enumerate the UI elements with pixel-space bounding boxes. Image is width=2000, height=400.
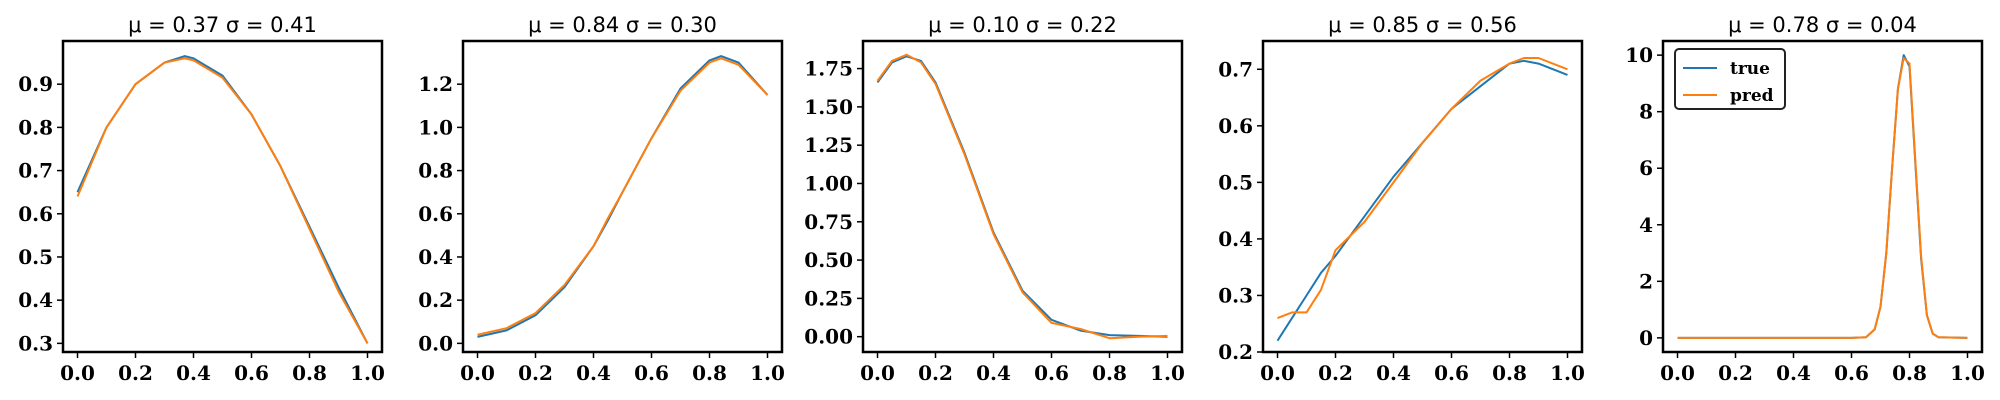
y-tick-label: 1.0 [418, 115, 453, 139]
series-line-pred [1277, 57, 1568, 320]
x-tick-label: 0.4 [576, 361, 611, 385]
x-tick-label: 0.2 [1718, 361, 1753, 385]
y-tick-label: 0.6 [418, 202, 453, 226]
series-line-true [1276, 59, 1568, 342]
plot-frame [461, 39, 784, 354]
y-tick-label: 8 [1639, 100, 1653, 124]
y-tick-label: 0.8 [18, 115, 53, 139]
x-tick-label: 0.6 [634, 361, 669, 385]
y-tick-label: 0.2 [418, 288, 453, 312]
x-tick-label: 0.0 [60, 361, 95, 385]
y-tick-label: 6 [1639, 156, 1653, 180]
plot-frame [861, 39, 1184, 354]
y-tick-label: 0.6 [18, 202, 53, 226]
legend: true pred [1674, 48, 1786, 110]
legend-label: true [1730, 59, 1770, 79]
plot-frame [61, 39, 384, 354]
x-tick-label: 0.0 [1260, 361, 1295, 385]
x-tick-label: 0.4 [176, 361, 211, 385]
chart-title: μ = 0.84 σ = 0.30 [528, 13, 717, 37]
series-line-true [876, 55, 1168, 338]
y-tick-label: 0.5 [18, 245, 53, 269]
y-tick-label: 0.4 [18, 288, 53, 312]
x-tick-label: 0.2 [1318, 361, 1353, 385]
x-tick-label: 0.6 [234, 361, 269, 385]
x-tick-label: 0.4 [976, 361, 1011, 385]
plot-frame [1661, 39, 1984, 354]
series-line-pred [876, 53, 1168, 340]
y-tick-label: 1.75 [804, 57, 853, 81]
x-tick-label: 0.6 [1434, 361, 1469, 385]
x-tick-label: 0.4 [1376, 361, 1411, 385]
y-tick-label: 0.4 [418, 245, 453, 269]
y-tick-label: 0.9 [18, 72, 53, 96]
y-tick-label: 1.2 [418, 72, 453, 96]
x-tick-label: 0.2 [518, 361, 553, 385]
x-tick-label: 0.8 [1492, 361, 1527, 385]
chart-panel-1: μ = 0.37 σ = 0.41 0.0 0.2 0.4 0.6 0.8 1.0 0.3 0.… [18, 13, 385, 385]
chart-panel-4: μ = 0.85 σ = 0.56 0.0 0.2 0.4 0.6 0.8 1.0 0.2 0.… [1218, 13, 1585, 385]
y-tick-label: 0.75 [804, 210, 853, 234]
y-tick-label: 0.3 [1218, 283, 1253, 307]
series-line-pred [76, 57, 369, 344]
series-line-pred [477, 57, 769, 336]
y-tick-label: 0.50 [804, 248, 853, 272]
y-tick-label: 0.8 [418, 159, 453, 183]
x-tick-label: 0.6 [1834, 361, 1869, 385]
y-tick-label: 0.2 [1218, 340, 1253, 364]
x-tick-label: 1.0 [1550, 361, 1585, 385]
chart-panel-5: μ = 0.78 σ = 0.04 0.0 0.2 0.4 0.6 0.8 1.0 0 2 4 6 8… [1625, 13, 1985, 385]
y-tick-label: 0.00 [804, 325, 853, 349]
plot-frame [1261, 39, 1584, 354]
x-tick-label: 0.8 [1892, 361, 1927, 385]
y-tick-label: 4 [1639, 213, 1653, 237]
x-tick-label: 1.0 [350, 361, 385, 385]
y-tick-label: 1.00 [804, 171, 853, 195]
x-tick-label: 0.6 [1034, 361, 1069, 385]
y-tick-label: 0.6 [1218, 114, 1253, 138]
x-tick-label: 0.0 [1660, 361, 1695, 385]
y-tick-label: 1.50 [804, 95, 853, 119]
chart-title: μ = 0.37 σ = 0.41 [128, 13, 317, 37]
chart-panel-2: μ = 0.84 σ = 0.30 0.0 0.2 0.4 0.6 0.8 1.0 0.0 0.… [418, 13, 785, 385]
y-tick-label: 0.4 [1218, 227, 1253, 251]
x-tick-label: 0.0 [860, 361, 895, 385]
y-tick-label: 10 [1625, 43, 1653, 67]
y-tick-label: 0.7 [18, 159, 53, 183]
x-tick-label: 1.0 [750, 361, 785, 385]
series-line-true [477, 55, 769, 338]
chart-title: μ = 0.78 σ = 0.04 [1728, 13, 1917, 37]
y-tick-label: 1.25 [804, 133, 853, 157]
y-tick-label: 0.5 [1218, 170, 1253, 194]
x-tick-label: 1.0 [1950, 361, 1985, 385]
x-tick-label: 1.0 [1150, 361, 1185, 385]
y-tick-label: 0.25 [804, 286, 853, 310]
y-tick-label: 0 [1639, 326, 1653, 350]
y-tick-label: 0.7 [1218, 57, 1253, 81]
legend-label: pred [1730, 86, 1774, 106]
series-line-true [76, 55, 369, 344]
x-tick-label: 0.0 [460, 361, 495, 385]
series-line-pred [1677, 57, 1968, 339]
x-tick-label: 0.8 [1092, 361, 1127, 385]
chart-title: μ = 0.85 σ = 0.56 [1328, 13, 1517, 37]
chart-panel-3: μ = 0.10 σ = 0.22 0.0 0.2 0.4 0.6 0.8 1.0 0.00 0… [804, 13, 1185, 385]
chart-title: μ = 0.10 σ = 0.22 [928, 13, 1117, 37]
x-tick-label: 0.4 [1776, 361, 1811, 385]
x-tick-label: 0.8 [292, 361, 327, 385]
x-tick-label: 0.8 [692, 361, 727, 385]
y-tick-label: 0.3 [18, 331, 53, 355]
y-tick-label: 2 [1639, 269, 1653, 293]
x-tick-label: 0.2 [918, 361, 953, 385]
y-tick-label: 0.0 [418, 331, 453, 355]
x-tick-label: 0.2 [118, 361, 153, 385]
